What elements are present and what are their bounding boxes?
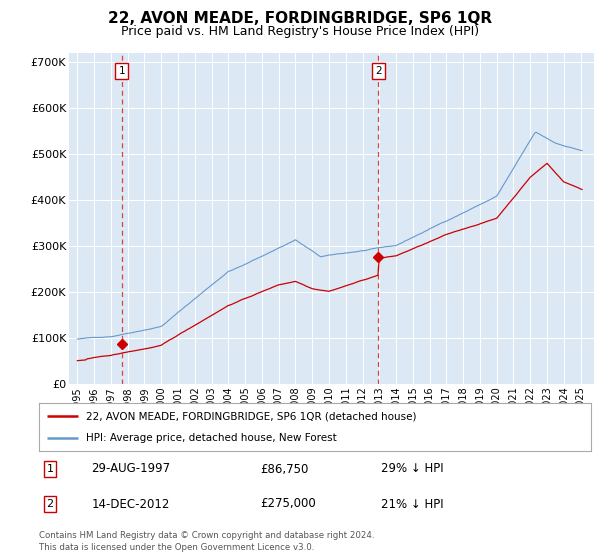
Text: 2: 2 — [375, 67, 382, 76]
Text: 29-AUG-1997: 29-AUG-1997 — [91, 463, 170, 475]
Text: 21% ↓ HPI: 21% ↓ HPI — [381, 497, 444, 511]
Text: 1: 1 — [47, 464, 53, 474]
Text: 14-DEC-2012: 14-DEC-2012 — [91, 497, 170, 511]
Text: 29% ↓ HPI: 29% ↓ HPI — [381, 463, 444, 475]
Text: 2: 2 — [46, 499, 53, 509]
Text: HPI: Average price, detached house, New Forest: HPI: Average price, detached house, New … — [86, 433, 337, 443]
Text: £86,750: £86,750 — [260, 463, 308, 475]
Text: 22, AVON MEADE, FORDINGBRIDGE, SP6 1QR: 22, AVON MEADE, FORDINGBRIDGE, SP6 1QR — [108, 11, 492, 26]
Text: This data is licensed under the Open Government Licence v3.0.: This data is licensed under the Open Gov… — [39, 543, 314, 552]
Text: Contains HM Land Registry data © Crown copyright and database right 2024.: Contains HM Land Registry data © Crown c… — [39, 531, 374, 540]
Text: 22, AVON MEADE, FORDINGBRIDGE, SP6 1QR (detached house): 22, AVON MEADE, FORDINGBRIDGE, SP6 1QR (… — [86, 411, 416, 421]
Text: 1: 1 — [119, 67, 125, 76]
Text: Price paid vs. HM Land Registry's House Price Index (HPI): Price paid vs. HM Land Registry's House … — [121, 25, 479, 38]
Text: £275,000: £275,000 — [260, 497, 316, 511]
